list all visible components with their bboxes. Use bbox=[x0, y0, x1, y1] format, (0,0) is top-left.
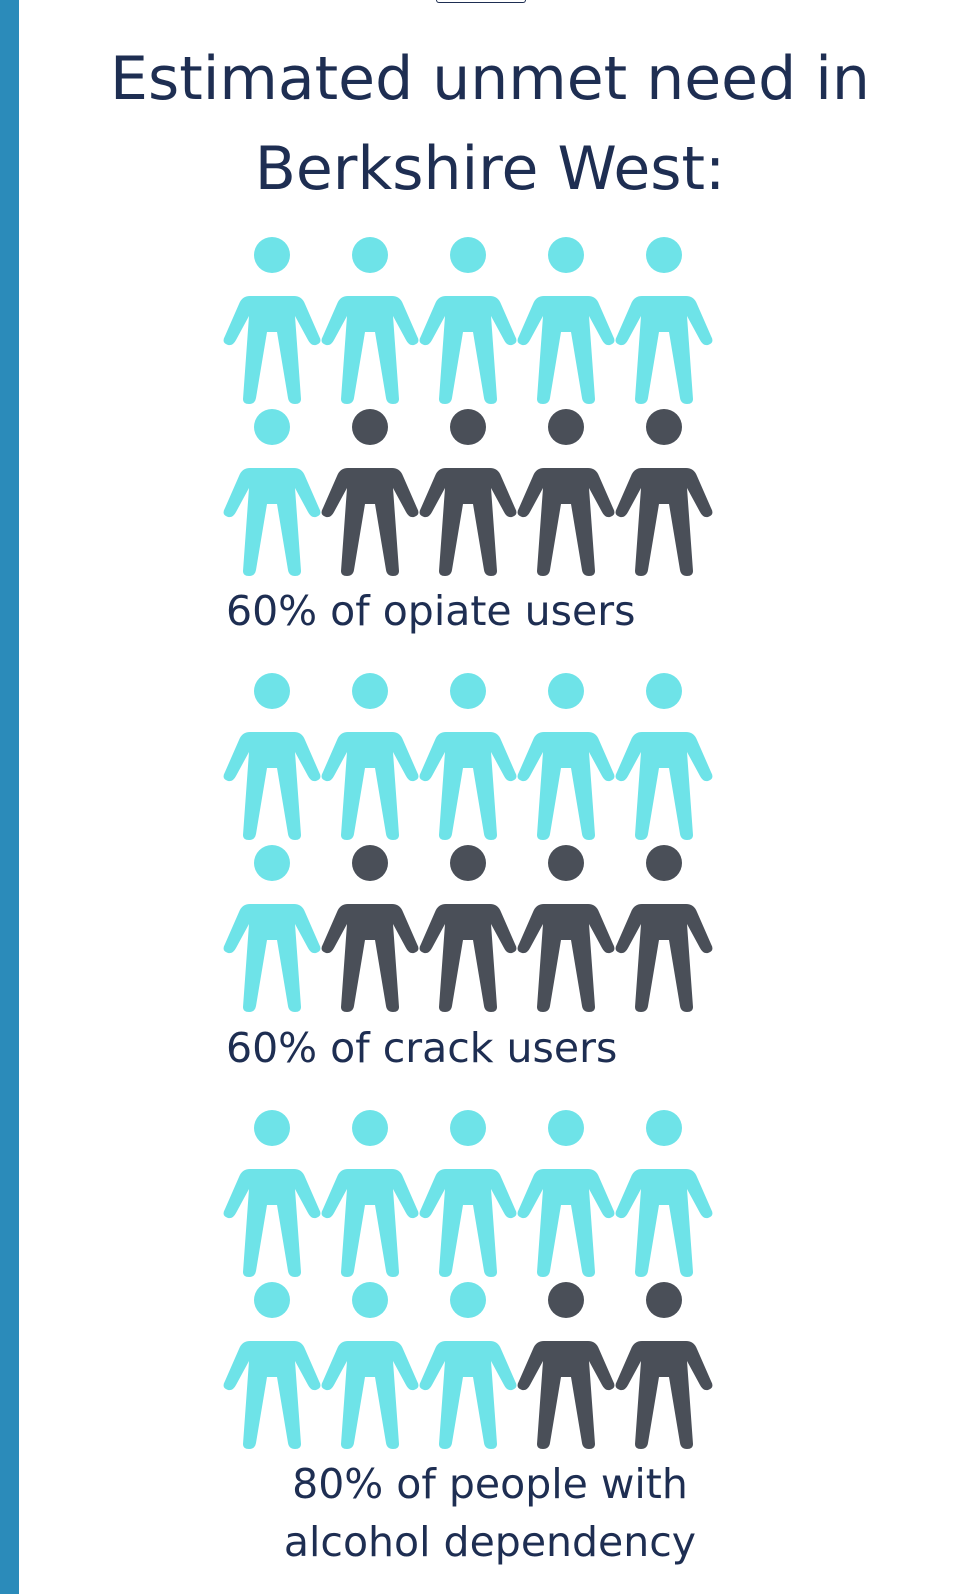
person-icon-filled bbox=[223, 673, 321, 840]
person-icon-filled bbox=[223, 1110, 321, 1277]
person-icon-empty bbox=[321, 409, 419, 576]
person-icon-filled bbox=[223, 1282, 321, 1449]
person-icon-empty bbox=[419, 845, 517, 1012]
alcohol-dependency-pictogram bbox=[223, 1110, 713, 1449]
person-icon-filled bbox=[419, 237, 517, 404]
page-title: Estimated unmet need in Berkshire West: bbox=[110, 44, 870, 204]
person-icon-empty bbox=[517, 409, 615, 576]
opiate-users-pictogram bbox=[223, 237, 713, 576]
person-icon-filled bbox=[517, 237, 615, 404]
person-icon-filled bbox=[419, 673, 517, 840]
person-icon-empty bbox=[615, 1282, 713, 1449]
person-icon-filled bbox=[517, 673, 615, 840]
person-icon-empty bbox=[615, 409, 713, 576]
crack-users-label: 60% of crack users bbox=[226, 1024, 618, 1072]
accent-bar bbox=[0, 0, 19, 1594]
opiate-users-label: 60% of opiate users bbox=[226, 587, 636, 635]
person-icon-filled bbox=[223, 845, 321, 1012]
person-icon-empty bbox=[419, 409, 517, 576]
person-icon-empty bbox=[321, 845, 419, 1012]
alcohol-dependency-label: 80% of people with alcohol dependency bbox=[283, 1460, 697, 1566]
person-icon-filled bbox=[321, 237, 419, 404]
person-icon-filled bbox=[321, 673, 419, 840]
person-icon-filled bbox=[615, 1110, 713, 1277]
person-icon-empty bbox=[517, 845, 615, 1012]
person-icon-filled bbox=[615, 673, 713, 840]
person-icon-filled bbox=[223, 409, 321, 576]
person-icon-empty bbox=[615, 845, 713, 1012]
crack-users-pictogram bbox=[223, 673, 713, 1012]
person-icon-filled bbox=[223, 237, 321, 404]
person-icon-filled bbox=[419, 1110, 517, 1277]
person-icon-filled bbox=[517, 1110, 615, 1277]
person-icon-empty bbox=[517, 1282, 615, 1449]
person-icon-filled bbox=[419, 1282, 517, 1449]
top-tab-outline bbox=[436, 0, 526, 3]
person-icon-filled bbox=[321, 1110, 419, 1277]
person-icon-filled bbox=[615, 237, 713, 404]
person-icon-filled bbox=[321, 1282, 419, 1449]
